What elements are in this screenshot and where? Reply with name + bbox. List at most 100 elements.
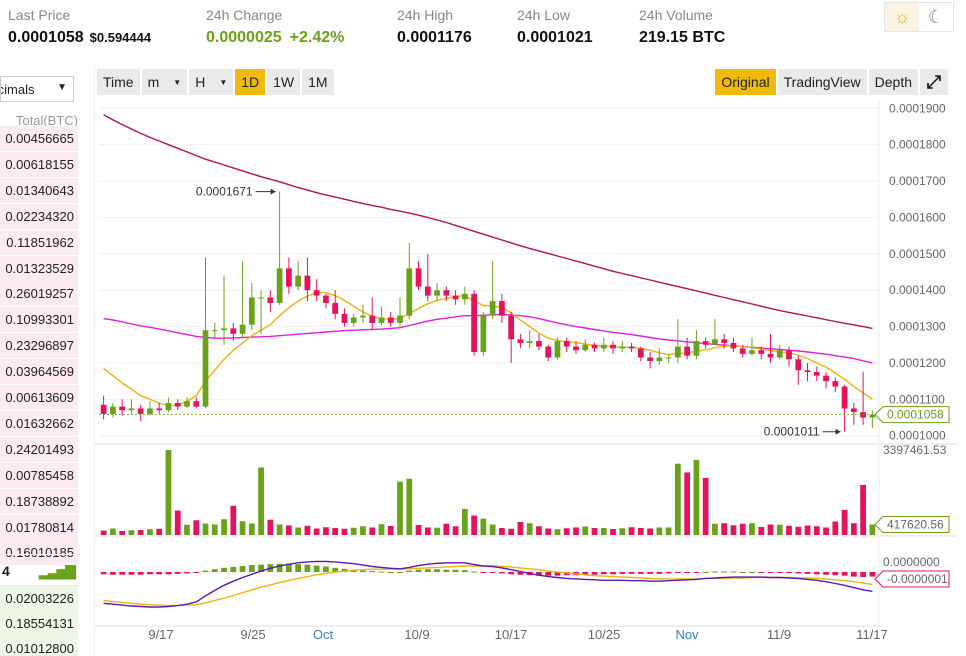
- candle-body: [128, 408, 135, 411]
- macd-histogram-bar: [508, 572, 515, 575]
- volume-current-label: 417620.56: [887, 518, 944, 532]
- volume-bar: [582, 526, 589, 535]
- sell-order-row[interactable]: 0.01780814: [0, 514, 78, 540]
- candle-body: [341, 313, 348, 323]
- volume-bar: [499, 527, 505, 535]
- volume-bar: [184, 524, 190, 535]
- sell-order-row[interactable]: 0.11851962: [0, 229, 78, 255]
- original-view-button[interactable]: Original: [715, 69, 776, 95]
- macd-histogram-bar: [304, 564, 311, 572]
- volume-bar: [461, 508, 468, 535]
- macd-histogram-bar: [100, 572, 107, 575]
- interval-1w-button[interactable]: 1W: [267, 69, 301, 95]
- buy-order-row[interactable]: 0.18554131: [0, 611, 78, 636]
- sell-order-row[interactable]: 0.10993301: [0, 307, 78, 333]
- buy-order-row[interactable]: 0.02003226: [0, 586, 78, 611]
- interval-1m-button[interactable]: 1M: [302, 69, 334, 95]
- interval-1d-button[interactable]: 1D: [235, 69, 266, 95]
- candle-body: [165, 402, 172, 411]
- macd-histogram-bar: [749, 572, 755, 573]
- volume-bar: [795, 526, 802, 535]
- fullscreen-icon[interactable]: ⤢: [920, 69, 948, 95]
- minutes-select[interactable]: m ▼: [141, 69, 188, 95]
- macd-histogram-bar: [295, 564, 302, 572]
- sell-order-row[interactable]: 0.16010185: [0, 540, 78, 566]
- sell-order-row[interactable]: 0.00785458: [0, 462, 78, 488]
- candle-body: [360, 315, 366, 318]
- candle-body: [211, 330, 218, 332]
- macd-histogram-bar: [239, 566, 246, 572]
- x-tick-label: 10/9: [404, 627, 429, 642]
- candle-body: [452, 295, 459, 300]
- volume-bar: [285, 525, 292, 535]
- macd-histogram-bar: [499, 572, 505, 574]
- volume-bar: [591, 527, 598, 535]
- macd-histogram-bar: [795, 572, 802, 574]
- sell-order-row[interactable]: 0.24201493: [0, 436, 78, 462]
- volume-bar: [424, 527, 431, 535]
- volume-bar: [637, 527, 644, 535]
- low-block: 24h Low 0.0001021: [517, 7, 593, 47]
- decimals-label: Decimals: [1, 82, 35, 97]
- volume-bar: [221, 519, 227, 535]
- candlestick-chart[interactable]: 0.0001900 0.0001800 0.0001700 0.0001600 0.00…: [95, 66, 957, 656]
- candle-body: [628, 346, 635, 349]
- buy-order-row[interactable]: 0.01012800: [0, 636, 78, 656]
- macd-histogram-bar: [193, 572, 200, 573]
- macd-histogram-bar: [693, 572, 700, 573]
- sell-order-row[interactable]: 0.00618155: [0, 151, 78, 177]
- volume-bar: [776, 524, 783, 535]
- decimals-select[interactable]: Decimals ▼: [0, 76, 74, 102]
- moon-icon[interactable]: ☾: [927, 6, 945, 27]
- depth-button[interactable]: Depth: [868, 69, 918, 95]
- candle-body: [702, 341, 709, 345]
- low-value: 0.0001021: [517, 29, 593, 46]
- sell-order-row[interactable]: 0.23296897: [0, 333, 78, 359]
- sell-order-row[interactable]: 0.01323529: [0, 255, 78, 281]
- macd-histogram-bar: [360, 570, 366, 572]
- sell-order-row[interactable]: 0.03964569: [0, 359, 78, 385]
- volume-bar: [332, 527, 339, 535]
- order-book: Decimals ▼ Total(BTC) 0.004566650.006181…: [0, 66, 84, 656]
- sun-icon[interactable]: ☼: [885, 3, 919, 31]
- macd-current-label: -0.0000001: [887, 572, 948, 586]
- sell-order-row[interactable]: 0.01632662: [0, 410, 78, 436]
- x-tick-label: 11/17: [856, 627, 888, 642]
- sell-order-row[interactable]: 0.26019257: [0, 281, 78, 307]
- sell-order-row[interactable]: 0.18738892: [0, 488, 78, 514]
- volume-bar: [128, 530, 135, 535]
- volume-bar: [360, 526, 366, 535]
- candle-body: [184, 401, 190, 407]
- low-annotation-label: 0.0001011: [764, 425, 820, 439]
- hours-select[interactable]: H ▼: [189, 69, 234, 95]
- volume-bar: [119, 530, 126, 535]
- theme-toggle[interactable]: ☼ ☾: [884, 2, 954, 32]
- candle-body: [739, 348, 746, 354]
- macd-histogram-bar: [387, 572, 394, 573]
- last-price-block: Last Price 0.0001058 $0.594444: [8, 7, 151, 47]
- candle-body: [517, 339, 524, 343]
- candle-body: [656, 357, 663, 362]
- volume-bar: [137, 529, 144, 535]
- macd-histogram-bar: [776, 572, 783, 573]
- volume-block: 24h Volume 219.15 BTC: [639, 7, 725, 47]
- candle-body: [591, 344, 598, 349]
- candle-body: [397, 315, 403, 323]
- macd-line: [103, 560, 873, 608]
- tradingview-button[interactable]: TradingView: [777, 69, 867, 95]
- candle-body: [119, 406, 126, 411]
- candle-body: [813, 372, 820, 376]
- volume-bar: [841, 509, 848, 535]
- sell-order-row[interactable]: 0.01340643: [0, 177, 78, 203]
- ma25-line: [103, 313, 873, 364]
- candle-body: [304, 275, 311, 291]
- sell-order-row[interactable]: 0.00456665: [0, 126, 78, 151]
- time-button[interactable]: Time: [97, 69, 140, 95]
- sell-order-row[interactable]: 0.00613609: [0, 385, 78, 410]
- volume-bar: [545, 528, 552, 535]
- sell-order-row[interactable]: 0.02234320: [0, 203, 78, 229]
- macd-histogram-bar: [341, 568, 348, 572]
- volume-bar: [230, 505, 237, 535]
- macd-zero-label: 0.0000000: [883, 555, 940, 569]
